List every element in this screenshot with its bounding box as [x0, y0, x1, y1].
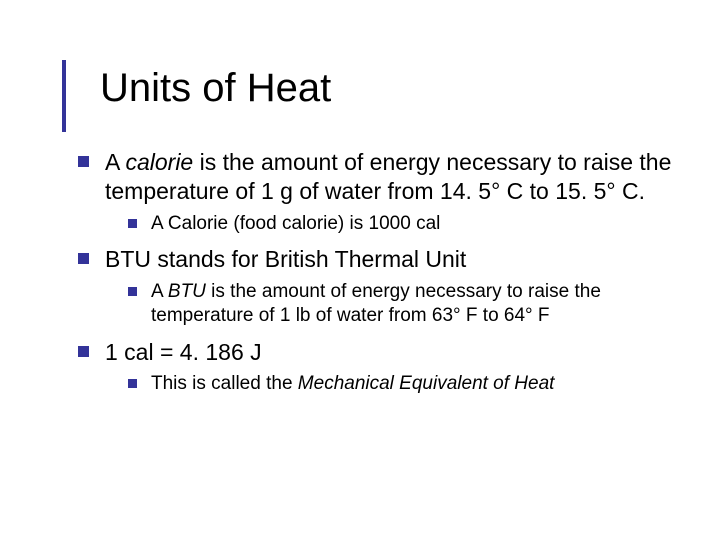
bullet-text: BTU stands for British Thermal Unit — [105, 245, 466, 274]
bullet-lvl1: BTU stands for British Thermal Unit — [78, 245, 680, 274]
bullet-text: This is called the Mechanical Equivalent… — [151, 372, 554, 396]
square-bullet-icon — [78, 253, 89, 264]
bullet-text: A Calorie (food calorie) is 1000 cal — [151, 212, 440, 236]
bullet-text: A calorie is the amount of energy necess… — [105, 148, 680, 206]
slide-title: Units of Heat — [100, 66, 331, 111]
bullet-lvl2: This is called the Mechanical Equivalent… — [128, 372, 680, 396]
square-bullet-icon — [128, 379, 137, 388]
bullet-text: 1 cal = 4. 186 J — [105, 338, 262, 367]
square-bullet-icon — [128, 287, 137, 296]
bullet-lvl2: A BTU is the amount of energy necessary … — [128, 280, 680, 328]
slide-content: A calorie is the amount of energy necess… — [78, 148, 680, 406]
square-bullet-icon — [78, 346, 89, 357]
square-bullet-icon — [128, 219, 137, 228]
bullet-lvl1: 1 cal = 4. 186 J — [78, 338, 680, 367]
bullet-text: A BTU is the amount of energy necessary … — [151, 280, 680, 328]
bullet-lvl1: A calorie is the amount of energy necess… — [78, 148, 680, 206]
bullet-lvl2: A Calorie (food calorie) is 1000 cal — [128, 212, 680, 236]
title-accent-line — [62, 60, 66, 132]
square-bullet-icon — [78, 156, 89, 167]
